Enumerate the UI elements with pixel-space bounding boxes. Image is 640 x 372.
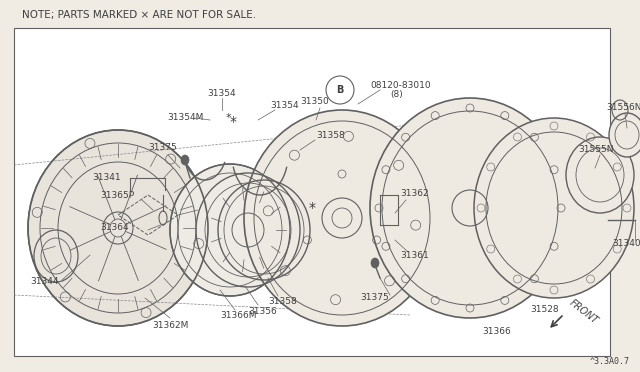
Text: 31356: 31356 [248,307,276,315]
Ellipse shape [181,155,189,165]
Text: 31366M: 31366M [220,311,257,321]
Text: 31340: 31340 [612,240,640,248]
Text: 31354: 31354 [270,102,299,110]
Text: *: * [308,201,316,215]
Text: 31375: 31375 [360,294,388,302]
Ellipse shape [566,137,634,213]
Text: 31375: 31375 [148,144,177,153]
Text: 31528: 31528 [530,305,559,314]
Text: 31354M: 31354M [167,112,204,122]
Text: 31366: 31366 [482,327,511,337]
Text: 31361: 31361 [400,251,429,260]
Text: 31364: 31364 [100,224,129,232]
Text: 31556N: 31556N [606,103,640,112]
Text: *: * [230,115,237,129]
Ellipse shape [170,164,290,296]
Text: NOTE; PARTS MARKED × ARE NOT FOR SALE.: NOTE; PARTS MARKED × ARE NOT FOR SALE. [22,10,256,20]
Ellipse shape [244,110,440,326]
Ellipse shape [609,113,640,157]
Ellipse shape [474,118,634,298]
Ellipse shape [371,258,379,268]
Text: B: B [336,85,344,95]
Text: FRONT: FRONT [568,298,600,326]
Text: ^3.3A0.7: ^3.3A0.7 [590,357,630,366]
Text: (8): (8) [390,90,403,99]
Ellipse shape [28,130,208,326]
Text: 31358: 31358 [268,298,297,307]
Text: 31341: 31341 [92,173,120,183]
Ellipse shape [370,98,570,318]
Text: 31362: 31362 [400,189,429,199]
Text: 31555N: 31555N [578,145,614,154]
Text: 31344: 31344 [30,278,58,286]
Text: 31365P: 31365P [100,192,134,201]
Text: 31350: 31350 [300,97,329,106]
Text: *: * [225,113,231,123]
Text: 31362M: 31362M [152,321,188,330]
Text: 08120-83010: 08120-83010 [370,80,431,90]
Text: 31358: 31358 [316,131,345,141]
Text: 31354: 31354 [208,90,236,99]
Bar [14,28,610,356]
